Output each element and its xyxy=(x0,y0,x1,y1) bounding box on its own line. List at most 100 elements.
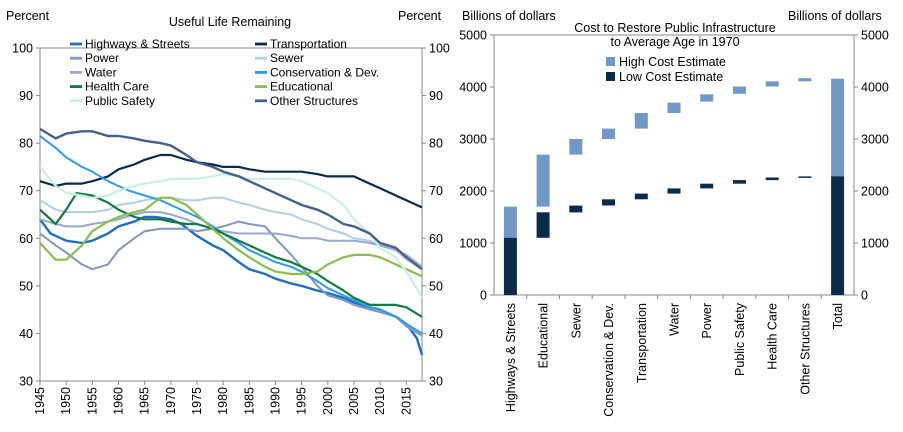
cost-y-tick-label: 2000 xyxy=(459,185,487,199)
y-tick-label: 90 xyxy=(19,89,33,103)
y-tick-label-right: 30 xyxy=(429,375,443,389)
cost-y-tick-label-right: 0 xyxy=(861,289,868,303)
cost-y-tick-label: 3000 xyxy=(459,133,487,147)
legend-label-sewer: Sewer xyxy=(270,51,304,65)
category-label-sewer: Sewer xyxy=(569,303,583,338)
right-y-axis-label: Percent xyxy=(398,9,442,23)
right-chart-title-line2: to Average Age in 1970 xyxy=(610,35,739,49)
category-label-conservation-dev: Conservation & Dev. xyxy=(602,303,616,417)
legend-label-transportation: Transportation xyxy=(270,37,347,51)
bar-low-cost-estimate-public-safety xyxy=(733,180,746,184)
y-tick-label: 100 xyxy=(12,42,33,56)
legend-label-water: Water xyxy=(85,65,117,79)
legend-label-conservation-dev: Conservation & Dev. xyxy=(270,65,379,79)
category-label-health-care: Health Care xyxy=(766,303,780,370)
x-tick-label: 1990 xyxy=(268,387,282,415)
left-chart-title: Useful Life Remaining xyxy=(169,15,291,29)
category-label-total: Total xyxy=(831,303,845,329)
cost-y-tick-label: 4000 xyxy=(459,81,487,95)
bar-low-cost-estimate-transportation xyxy=(634,193,648,200)
x-tick-label: 2005 xyxy=(347,387,361,415)
restore-cost-chart: Cost to Restore Public Infrastructure to… xyxy=(459,9,889,417)
x-tick-label: 1995 xyxy=(295,387,309,415)
x-tick-label: 1950 xyxy=(59,387,73,415)
bar-low-cost-estimate-water xyxy=(667,188,681,194)
cost-left-y-axis-label: Billions of dollars xyxy=(462,9,556,23)
cost-plot-frame xyxy=(493,34,855,296)
x-tick-label: 2015 xyxy=(399,387,413,415)
bar-high-cost-estimate-sewer xyxy=(569,139,583,155)
category-label-public-safety: Public Safety xyxy=(733,302,747,376)
legend-label-health-care: Health Care xyxy=(85,80,149,94)
y-tick-label-right: 100 xyxy=(429,42,450,56)
y-tick-label: 70 xyxy=(19,184,33,198)
bar-high-cost-estimate-transportation xyxy=(634,113,648,129)
bar-high-cost-estimate-public-safety xyxy=(733,86,746,94)
cost-legend-swatch-low-cost-estimate xyxy=(606,72,615,81)
y-tick-label-right: 70 xyxy=(429,184,443,198)
series-line-power xyxy=(39,220,423,337)
bar-low-cost-estimate-power xyxy=(700,183,714,189)
x-tick-label: 1960 xyxy=(111,387,125,415)
x-tick-label: 2010 xyxy=(373,387,387,415)
x-tick-label: 1980 xyxy=(216,387,230,415)
y-tick-label: 80 xyxy=(19,137,33,151)
right-chart-title-line1: Cost to Restore Public Infrastructure xyxy=(574,21,776,35)
cost-legend-label-high-cost-estimate: High Cost Estimate xyxy=(619,55,726,69)
series-line-health-care xyxy=(39,192,423,318)
bar-low-cost-estimate-highways-streets xyxy=(503,237,517,295)
cost-y-tick-label: 5000 xyxy=(459,29,487,43)
cost-y-tick-label-right: 2000 xyxy=(861,185,889,199)
category-label-power: Power xyxy=(700,303,714,338)
series-line-sewer xyxy=(39,196,423,271)
bar-high-cost-estimate-highways-streets xyxy=(503,206,517,238)
cost-y-tick-label: 1000 xyxy=(459,237,487,251)
y-tick-label-right: 80 xyxy=(429,137,443,151)
legend-label-other-structures: Other Structures xyxy=(270,94,358,108)
bar-low-cost-estimate-total xyxy=(831,176,845,295)
y-tick-label: 50 xyxy=(19,279,33,293)
cost-right-y-axis-label: Billions of dollars xyxy=(788,9,882,23)
series-line-transportation xyxy=(39,153,423,209)
bar-low-cost-estimate-educational xyxy=(536,212,550,238)
cost-legend-label-low-cost-estimate: Low Cost Estimate xyxy=(619,70,723,84)
cost-legend-swatch-high-cost-estimate xyxy=(606,57,615,66)
useful-life-chart: Useful Life Remaining Percent Percent 30… xyxy=(6,9,450,415)
cost-y-tick-label-right: 3000 xyxy=(861,133,889,147)
bar-high-cost-estimate-power xyxy=(700,94,714,102)
bar-high-cost-estimate-water xyxy=(667,102,681,113)
cost-y-tick-label: 0 xyxy=(480,289,487,303)
category-label-water: Water xyxy=(668,303,682,336)
x-tick-label: 1955 xyxy=(85,387,99,415)
x-tick-label: 2000 xyxy=(321,387,335,415)
bar-high-cost-estimate-health-care xyxy=(765,81,779,87)
cost-y-tick-label-right: 1000 xyxy=(861,237,889,251)
x-tick-label: 1970 xyxy=(164,387,178,415)
series-line-other-structures xyxy=(39,127,423,271)
bar-low-cost-estimate-sewer xyxy=(569,205,583,213)
y-tick-label-right: 50 xyxy=(429,279,443,293)
y-tick-label-right: 90 xyxy=(429,89,443,103)
bar-high-cost-estimate-educational xyxy=(536,154,550,207)
left-y-axis-label: Percent xyxy=(6,9,50,23)
category-label-educational: Educational xyxy=(537,303,551,368)
y-tick-label: 30 xyxy=(19,375,33,389)
y-tick-label: 40 xyxy=(19,327,33,341)
category-label-highways-streets: Highways & Streets xyxy=(504,303,518,412)
x-tick-label: 1985 xyxy=(242,387,256,415)
series-line-educational xyxy=(39,196,423,278)
cost-y-tick-label-right: 5000 xyxy=(861,29,889,43)
x-tick-label: 1975 xyxy=(190,387,204,415)
plot-frame xyxy=(39,47,423,382)
bar-high-cost-estimate-conservation-dev xyxy=(602,128,615,139)
bar-low-cost-estimate-conservation-dev xyxy=(602,199,615,206)
y-tick-label-right: 60 xyxy=(429,232,443,246)
legend-label-educational: Educational xyxy=(270,80,333,94)
bar-high-cost-estimate-total xyxy=(831,78,845,177)
y-tick-label-right: 40 xyxy=(429,327,443,341)
cost-y-tick-label-right: 4000 xyxy=(861,81,889,95)
x-tick-label: 1945 xyxy=(33,387,47,415)
legend-label-highways-streets: Highways & Streets xyxy=(85,37,190,51)
legend-label-public-safety: Public Safety xyxy=(85,94,155,108)
